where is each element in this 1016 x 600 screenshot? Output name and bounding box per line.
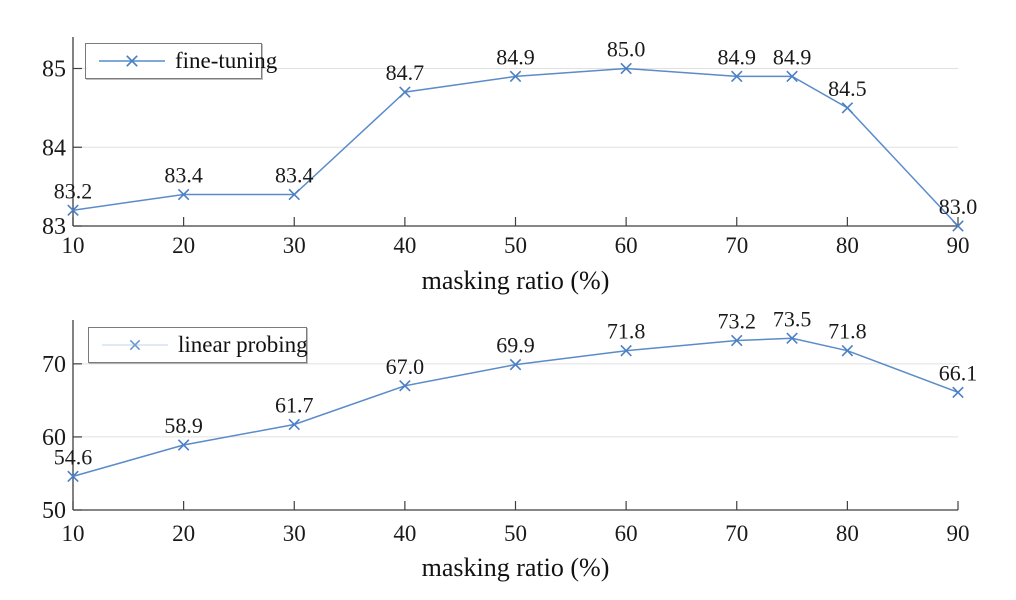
data-point-label: 84.9: [496, 44, 535, 69]
legend-linear-probing: linear probing: [88, 327, 308, 363]
data-point-marker: [730, 70, 743, 83]
data-point-label: 84.7: [386, 60, 425, 85]
x-tick-label: 20: [172, 233, 195, 258]
data-point-label: 83.4: [164, 163, 203, 188]
data-point-label: 71.8: [828, 319, 867, 344]
legend-label: fine-tuning: [175, 48, 278, 73]
data-point-marker: [399, 380, 411, 392]
x-tick-label: 80: [836, 233, 859, 258]
x-axis-label-linear-probing: masking ratio (%): [421, 553, 610, 582]
data-point-marker: [841, 102, 854, 114]
y-tick-label: 83: [42, 214, 66, 240]
x-tick-label: 10: [62, 521, 85, 546]
x-tick-label: 30: [283, 521, 306, 546]
data-point-marker: [730, 334, 743, 347]
data-point-label: 54.6: [54, 444, 93, 469]
legend-line-marker-swatch: [102, 339, 168, 351]
data-point-marker: [67, 204, 79, 217]
x-tick-label: 20: [172, 521, 195, 546]
fine-tuning-series-line: [72, 67, 959, 227]
x-marker-icon: [126, 55, 138, 67]
data-point-label: 71.8: [607, 319, 646, 344]
x-tick-label: 70: [725, 233, 748, 258]
x-tick-label: 50: [504, 233, 527, 258]
data-point-marker: [786, 70, 798, 83]
x-axis-label-fine-tuning: masking ratio (%): [421, 266, 610, 295]
x-tick-label: 40: [393, 233, 416, 258]
data-point-marker: [952, 386, 964, 399]
data-point-label: 83.0: [939, 194, 978, 219]
data-point-label: 69.9: [496, 333, 535, 358]
data-point-marker: [177, 188, 190, 201]
x-tick-label: 90: [947, 233, 970, 258]
x-tick-label: 10: [62, 233, 85, 258]
x-tick-label: 70: [725, 521, 748, 546]
data-point-marker: [288, 188, 301, 201]
legend-label: linear probing: [178, 332, 308, 357]
data-point-label: 83.2: [54, 178, 93, 203]
legend-line-marker-swatch: [99, 55, 165, 67]
data-point-label: 84.9: [718, 44, 757, 69]
x-tick-label: 90: [947, 521, 970, 546]
x-tick-label: 60: [615, 521, 638, 546]
x-marker-icon: [129, 339, 141, 351]
data-point-marker: [67, 470, 79, 483]
data-point-label: 73.5: [773, 306, 812, 331]
x-tick-label: 50: [504, 521, 527, 546]
data-point-label: 84.5: [828, 76, 867, 101]
data-point-marker: [177, 439, 190, 451]
data-point-marker: [620, 344, 632, 357]
x-tick-label: 30: [283, 233, 306, 258]
data-point-label: 83.4: [275, 163, 314, 188]
x-tick-label: 60: [615, 233, 638, 258]
data-point-marker: [399, 86, 411, 98]
data-point-marker: [620, 62, 632, 75]
x-tick-label: 40: [393, 521, 416, 546]
data-point-marker: [786, 332, 798, 345]
y-tick-label: 84: [42, 135, 66, 161]
data-point-label: 85.0: [607, 37, 646, 62]
data-point-label: 58.9: [164, 413, 203, 438]
data-point-label: 61.7: [275, 393, 314, 418]
data-point-marker: [509, 358, 522, 371]
data-point-marker: [841, 344, 854, 357]
data-point-label: 67.0: [386, 354, 425, 379]
legend-fine-tuning: fine-tuning: [85, 43, 277, 79]
x-tick-label: 80: [836, 521, 859, 546]
linear-probing-series-line: [72, 337, 959, 478]
data-point-label: 66.1: [939, 360, 978, 385]
data-point-label: 73.2: [718, 308, 757, 333]
y-tick-label: 85: [42, 57, 66, 83]
data-point-marker: [288, 418, 301, 431]
y-tick-label: 50: [42, 498, 66, 524]
data-point-marker: [509, 70, 522, 83]
data-point-label: 84.9: [773, 44, 812, 69]
y-tick-label: 60: [42, 425, 66, 451]
y-tick-label: 70: [42, 352, 66, 378]
data-point-marker: [952, 220, 964, 232]
